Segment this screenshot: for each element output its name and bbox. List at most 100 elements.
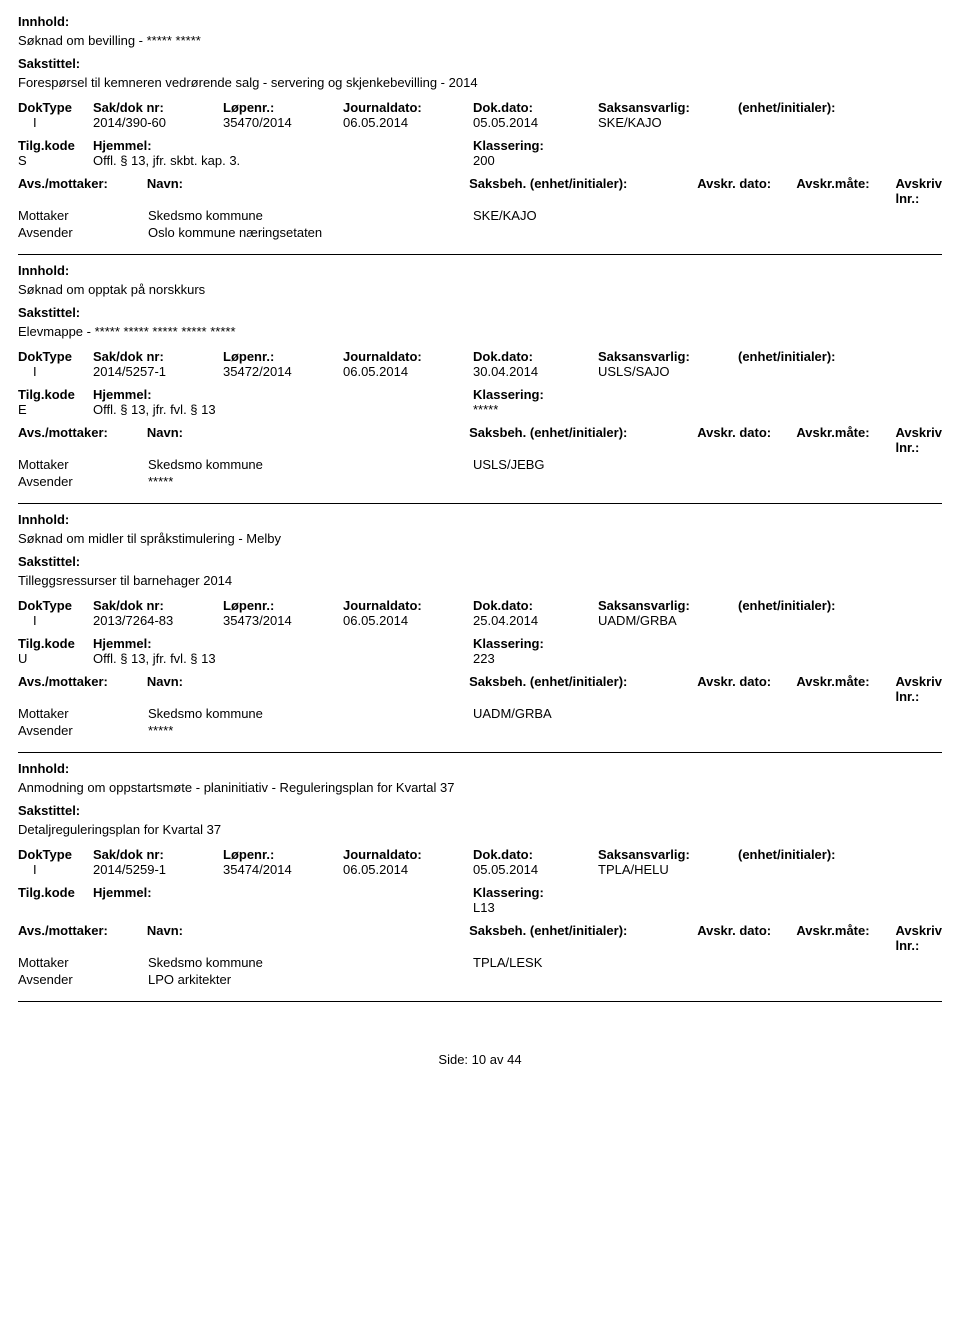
klassering-header: Klassering: — [473, 387, 942, 402]
tilgkode-value: E — [18, 402, 93, 417]
avskrivlnr-header: Avskriv lnr.: — [896, 176, 943, 206]
journal-record: Innhold: Søknad om midler til språkstimu… — [18, 512, 942, 753]
field-value-row: I 2014/5257-1 35472/2014 06.05.2014 30.0… — [18, 364, 942, 379]
tilgkode-value: U — [18, 651, 93, 666]
mottaker-navn: Skedsmo kommune — [148, 955, 473, 970]
journal-record: Innhold: Anmodning om oppstartsmøte - pl… — [18, 761, 942, 1002]
doktype-value: I — [18, 862, 93, 877]
avsender-row: Avsender Oslo kommune næringsetaten — [18, 225, 942, 240]
sakdok-value: 2014/390-60 — [93, 115, 223, 130]
field-value-row: I 2014/390-60 35470/2014 06.05.2014 05.0… — [18, 115, 942, 130]
tilgkode-value — [18, 900, 93, 915]
enhet-value — [738, 115, 942, 130]
sakstittel-text: Detaljreguleringsplan for Kvartal 37 — [18, 822, 942, 837]
saksbeh-header: Saksbeh. (enhet/initialer): — [469, 674, 697, 704]
avsender-navn: ***** — [148, 474, 473, 489]
field-value-row: I 2014/5259-1 35474/2014 06.05.2014 05.0… — [18, 862, 942, 877]
journaldato-value: 06.05.2014 — [343, 613, 473, 628]
avs-header-row: Avs./mottaker: Navn: Saksbeh. (enhet/ini… — [18, 176, 942, 206]
mottaker-label: Mottaker — [18, 955, 148, 970]
mottaker-row: Mottaker Skedsmo kommune USLS/JEBG — [18, 457, 942, 472]
av-label: av — [490, 1052, 504, 1067]
mottaker-label: Mottaker — [18, 706, 148, 721]
lopenr-header: Løpenr.: — [223, 598, 343, 613]
mottaker-navn: Skedsmo kommune — [148, 706, 473, 721]
saksbeh-value: UADM/GRBA — [473, 706, 703, 721]
avskrmate-header: Avskr.måte: — [796, 176, 895, 206]
enhet-value — [738, 862, 942, 877]
mottaker-row: Mottaker Skedsmo kommune SKE/KAJO — [18, 208, 942, 223]
avsmottaker-header: Avs./mottaker: — [18, 923, 147, 953]
enhet-value — [738, 364, 942, 379]
avs-header-row: Avs./mottaker: Navn: Saksbeh. (enhet/ini… — [18, 425, 942, 455]
avskrdato-value — [703, 208, 803, 223]
tilg-header-row: Tilg.kode Hjemmel: Klassering: — [18, 138, 942, 153]
sakdok-value: 2014/5259-1 — [93, 862, 223, 877]
tilg-value-row: U Offl. § 13, jfr. fvl. § 13 223 — [18, 651, 942, 666]
tilgkode-value: S — [18, 153, 93, 168]
avsender-label: Avsender — [18, 225, 148, 240]
tilgkode-header: Tilg.kode — [18, 885, 93, 900]
enhet-header: (enhet/initialer): — [738, 349, 942, 364]
mottaker-row: Mottaker Skedsmo kommune UADM/GRBA — [18, 706, 942, 721]
lopenr-value: 35474/2014 — [223, 862, 343, 877]
innhold-label: Innhold: — [18, 512, 942, 527]
journaldato-value: 06.05.2014 — [343, 862, 473, 877]
hjemmel-value — [93, 900, 473, 915]
avskrmate-value — [803, 457, 903, 472]
hjemmel-value: Offl. § 13, jfr. skbt. kap. 3. — [93, 153, 473, 168]
tilg-value-row: L13 — [18, 900, 942, 915]
sakstittel-text: Forespørsel til kemneren vedrørende salg… — [18, 75, 942, 90]
dokdato-value: 25.04.2014 — [473, 613, 598, 628]
doktype-value: I — [18, 115, 93, 130]
sakstittel-label: Sakstittel: — [18, 56, 942, 71]
innhold-text: Anmodning om oppstartsmøte - planinitiat… — [18, 780, 942, 795]
hjemmel-header: Hjemmel: — [93, 636, 473, 651]
enhet-header: (enhet/initialer): — [738, 598, 942, 613]
navn-header: Navn: — [147, 176, 469, 206]
sakstittel-text: Elevmappe - ***** ***** ***** ***** ****… — [18, 324, 942, 339]
avskrivlnr-value — [903, 706, 942, 721]
field-value-row: I 2013/7264-83 35473/2014 06.05.2014 25.… — [18, 613, 942, 628]
side-label: Side: — [438, 1052, 468, 1067]
sakstittel-label: Sakstittel: — [18, 803, 942, 818]
saksansvarlig-header: Saksansvarlig: — [598, 847, 738, 862]
dokdato-header: Dok.dato: — [473, 100, 598, 115]
mottaker-navn: Skedsmo kommune — [148, 208, 473, 223]
avsender-label: Avsender — [18, 723, 148, 738]
journaldato-value: 06.05.2014 — [343, 115, 473, 130]
avskrdato-value — [703, 706, 803, 721]
klassering-header: Klassering: — [473, 636, 942, 651]
lopenr-header: Løpenr.: — [223, 847, 343, 862]
doktype-header: DokType — [18, 598, 93, 613]
hjemmel-header: Hjemmel: — [93, 885, 473, 900]
klassering-value: 223 — [473, 651, 942, 666]
saksansvarlig-value: TPLA/HELU — [598, 862, 738, 877]
avskrdato-header: Avskr. dato: — [697, 176, 796, 206]
avskrmate-value — [803, 208, 903, 223]
avskrmate-header: Avskr.måte: — [796, 425, 895, 455]
avskrdato-value — [703, 457, 803, 472]
saksansvarlig-header: Saksansvarlig: — [598, 349, 738, 364]
tilgkode-header: Tilg.kode — [18, 138, 93, 153]
avskrmate-value — [803, 955, 903, 970]
navn-header: Navn: — [147, 674, 469, 704]
avsender-row: Avsender ***** — [18, 723, 942, 738]
avsender-navn: Oslo kommune næringsetaten — [148, 225, 473, 240]
tilg-header-row: Tilg.kode Hjemmel: Klassering: — [18, 885, 942, 900]
lopenr-header: Løpenr.: — [223, 349, 343, 364]
klassering-value: L13 — [473, 900, 942, 915]
avskrivlnr-header: Avskriv lnr.: — [896, 923, 943, 953]
enhet-value — [738, 613, 942, 628]
journal-record: Innhold: Søknad om opptak på norskkurs S… — [18, 263, 942, 504]
saksansvarlig-value: USLS/SAJO — [598, 364, 738, 379]
sakdok-header: Sak/dok nr: — [93, 847, 223, 862]
navn-header: Navn: — [147, 923, 469, 953]
journaldato-header: Journaldato: — [343, 349, 473, 364]
klassering-header: Klassering: — [473, 885, 942, 900]
saksbeh-value: TPLA/LESK — [473, 955, 703, 970]
journaldato-header: Journaldato: — [343, 100, 473, 115]
sakdok-value: 2014/5257-1 — [93, 364, 223, 379]
saksansvarlig-header: Saksansvarlig: — [598, 100, 738, 115]
avskrivlnr-value — [903, 208, 942, 223]
